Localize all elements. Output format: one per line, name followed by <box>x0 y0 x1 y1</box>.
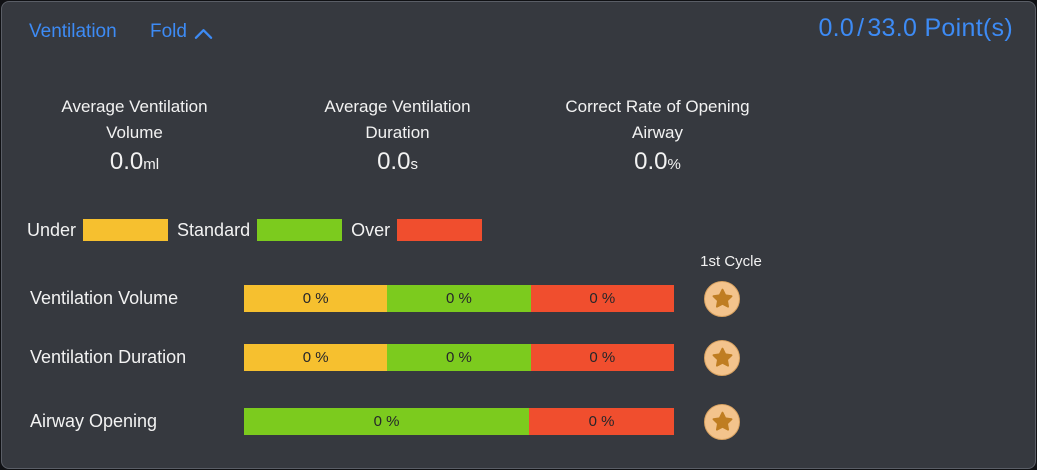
stat-label: Average Ventilation <box>61 97 208 116</box>
bar-segment-under: 0 % <box>244 344 388 371</box>
bar-segment-standard: 0 % <box>387 285 531 312</box>
star-badge <box>704 403 740 440</box>
legend-swatch-over <box>397 219 483 241</box>
stat-value: 0.0 <box>634 148 668 175</box>
score-total: 33.0 <box>867 14 918 42</box>
stat-unit: ml <box>143 156 160 173</box>
stat-label: Duration <box>365 123 430 142</box>
stacked-bar: 0 % 0 % 0 % <box>244 285 674 312</box>
stat-average-ventilation-duration: Average Ventilation Duration 0.0s <box>285 94 510 179</box>
stat-unit: % <box>667 156 681 173</box>
star-badge <box>704 339 740 376</box>
metric-row-ventilation-volume: Ventilation Volume 0 % 0 % 0 % <box>2 280 1035 317</box>
legend-label-under: Under <box>27 219 77 240</box>
score-current: 0.0 <box>818 14 855 42</box>
fold-button[interactable]: Fold <box>150 21 213 43</box>
metric-row-label: Ventilation Duration <box>30 347 187 367</box>
stat-label: Airway <box>631 123 683 142</box>
cycle-column-header: 1st Cycle <box>700 253 762 270</box>
metric-row-airway-opening: Airway Opening 0 % 0 % <box>2 403 1035 440</box>
stacked-bar: 0 % 0 % <box>244 408 674 435</box>
star-icon <box>711 410 734 433</box>
legend-label-standard: Standard <box>177 219 251 240</box>
fold-button-label: Fold <box>150 21 187 42</box>
bar-segment-standard: 0 % <box>244 408 530 435</box>
bar-segment-under: 0 % <box>244 285 388 312</box>
stat-unit: s <box>410 156 418 173</box>
bar-segment-standard: 0 % <box>387 344 531 371</box>
score-unit: Point(s) <box>924 14 1013 42</box>
star-badge <box>704 280 740 317</box>
stat-average-ventilation-volume: Average Ventilation Volume 0.0ml <box>27 94 242 179</box>
legend-swatch-standard <box>257 219 343 241</box>
metric-row-label: Ventilation Volume <box>30 288 179 308</box>
stat-label: Volume <box>106 123 163 142</box>
legend-swatch-under <box>83 219 169 241</box>
chevron-up-icon <box>194 25 213 40</box>
stat-value: 0.0 <box>109 148 144 175</box>
bar-legend: Under Standard Over <box>27 219 491 241</box>
stat-label: Average Ventilation <box>324 97 471 116</box>
stacked-bar: 0 % 0 % 0 % <box>244 344 674 371</box>
bar-segment-over: 0 % <box>530 285 674 312</box>
metric-row-ventilation-duration: Ventilation Duration 0 % 0 % 0 % <box>2 339 1035 376</box>
score-display: 0.0/33.0 Point(s) <box>818 14 1013 43</box>
bar-segment-over: 0 % <box>530 344 674 371</box>
score-separator: / <box>857 14 865 42</box>
star-icon <box>711 346 734 369</box>
bar-segment-over: 0 % <box>529 408 674 435</box>
metric-row-label: Airway Opening <box>30 411 158 431</box>
star-icon <box>711 287 734 310</box>
legend-label-over: Over <box>351 219 391 240</box>
stat-correct-rate-opening-airway: Correct Rate of Opening Airway 0.0% <box>530 94 785 179</box>
stat-value: 0.0 <box>377 148 411 175</box>
stat-label: Correct Rate of Opening <box>565 97 750 116</box>
section-title: Ventilation <box>29 21 117 42</box>
